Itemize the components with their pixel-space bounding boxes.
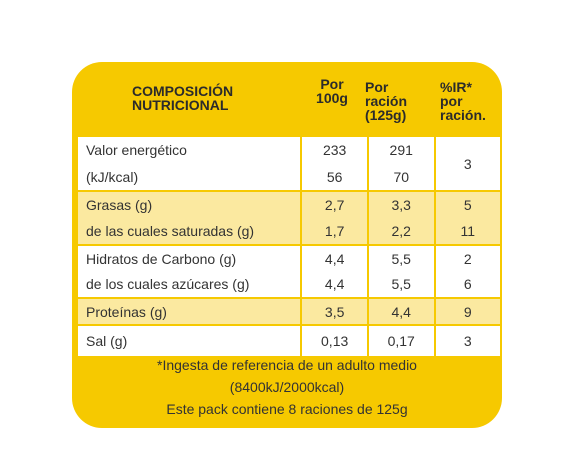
cell-box: Sal (g) — [78, 326, 300, 356]
cell-box: Proteínas (g) — [78, 299, 300, 324]
cell-line: 4,4 — [391, 303, 411, 320]
value-cell: 0,13 — [300, 324, 369, 358]
header-line: (125g) — [365, 107, 407, 123]
cell-line: 4,4 — [324, 276, 345, 293]
cell-line: 0,17 — [387, 333, 415, 349]
value-cell: 2,7 1,7 — [300, 190, 369, 246]
value-cell: 3 — [433, 324, 503, 358]
value-cell: 3 — [433, 135, 503, 192]
cell-box: 3,5 — [302, 299, 367, 324]
value-cell: 291 70 — [366, 135, 436, 192]
cell-box: Hidratos de Carbono (g) de los cuales azú… — [78, 246, 300, 297]
value-cell: 4,4 4,4 — [300, 244, 369, 299]
cell-line: Sal (g) — [86, 333, 128, 349]
cell-line: Proteínas (g) — [86, 303, 167, 320]
cell-line: 3 — [463, 333, 472, 349]
cell-line: 6 — [463, 276, 472, 293]
cell-line: 0,13 — [321, 333, 349, 349]
cell-box: 2,7 1,7 — [302, 192, 367, 244]
header-line: COMPOSICIÓN — [132, 83, 234, 99]
header-line: Por — [365, 79, 389, 95]
header-line: 100g — [316, 90, 348, 106]
cell-line: 233 — [322, 142, 347, 159]
cell-line: 4,4 — [324, 250, 345, 267]
cell-line: 1,7 — [324, 223, 345, 239]
cell-box: 3,3 2,2 — [369, 192, 434, 244]
cell-line: de las cuales saturadas (g) — [86, 223, 255, 239]
value-cell: 9 — [433, 297, 503, 326]
row-label: Sal (g) — [75, 324, 303, 358]
header-line: por — [440, 93, 463, 109]
cell-line: 5,5 — [391, 276, 411, 293]
cell-line: 2,7 — [324, 197, 345, 213]
cell-line: 2 — [463, 250, 472, 267]
cell-line: 11 — [460, 223, 476, 239]
value-cell: 3,5 — [300, 297, 369, 326]
table-row: Proteínas (g) 3,5 4,4 9 — [75, 297, 503, 326]
cell-line: Grasas (g) — [86, 197, 153, 213]
nutrition-card: COMPOSICIÓN NUTRICIONAL Por 100g Por ración (1… — [72, 62, 503, 428]
header-line: %IR* — [440, 79, 472, 95]
cell-box: 5 11 — [436, 192, 500, 244]
value-cell: 4,4 — [366, 297, 436, 326]
cell-line: 3,5 — [324, 303, 345, 320]
row-label: Grasas (g) de las cuales saturadas (g) — [75, 190, 303, 246]
cell-box: 9 — [436, 299, 500, 324]
cell-line: de los cuales azúcares (g) — [86, 276, 250, 293]
table-row: Valor energético (kJ/kcal) 233 56 291 70 3 — [75, 135, 503, 192]
header-line: ración. — [440, 107, 486, 123]
header-line: Por — [320, 76, 344, 92]
value-cell: 3,3 2,2 — [366, 190, 436, 246]
header-cell: COMPOSICIÓN NUTRICIONAL — [132, 84, 233, 112]
cell-line: 5 — [463, 197, 472, 213]
row-label: Hidratos de Carbono (g) de los cuales azú… — [75, 244, 303, 299]
cell-box: 5,5 5,5 — [369, 246, 434, 297]
cell-line: Valor energético — [86, 142, 187, 159]
footer-line: (8400kJ/2000kcal) — [229, 379, 345, 395]
cell-line: 3 — [463, 155, 472, 172]
cell-line: Hidratos de Carbono (g) — [86, 250, 237, 267]
row-label: Valor energético (kJ/kcal) — [75, 135, 303, 192]
cell-line: 5,5 — [391, 250, 411, 267]
cell-line: 70 — [393, 168, 410, 185]
cell-line: 56 — [326, 168, 343, 185]
table-row: Hidratos de Carbono (g) de los cuales azú… — [75, 244, 503, 299]
nutrition-table: Valor energético (kJ/kcal) 233 56 291 70 3 Gras… — [75, 135, 503, 358]
header-cell: Por ración (125g) — [365, 80, 407, 122]
cell-box: 3 — [436, 137, 500, 190]
value-cell: 233 56 — [300, 135, 369, 192]
footer-line: *Ingesta de referencia de un adulto medi… — [157, 357, 417, 373]
cell-box: Valor energético (kJ/kcal) — [78, 137, 300, 190]
cell-box: 4,4 4,4 — [302, 246, 367, 297]
value-cell: 5,5 5,5 — [366, 244, 436, 299]
cell-box: Grasas (g) de las cuales saturadas (g) — [78, 192, 300, 244]
table-row: Sal (g) 0,13 0,17 3 — [75, 324, 503, 358]
cell-line: (kJ/kcal) — [86, 168, 139, 185]
header-cell: %IR* por ración. — [440, 80, 486, 122]
cell-box: 4,4 — [369, 299, 434, 324]
cell-line: 9 — [463, 303, 472, 320]
cell-line: 3,3 — [391, 197, 411, 213]
value-cell: 0,17 — [366, 324, 436, 358]
row-label: Proteínas (g) — [75, 297, 303, 326]
footer: *Ingesta de referencia de un adulto medi… — [72, 354, 502, 420]
table-row: Grasas (g) de las cuales saturadas (g) 2,7… — [75, 190, 503, 246]
cell-box: 291 70 — [369, 137, 434, 190]
value-cell: 5 11 — [433, 190, 503, 246]
header-cell: Por 100g — [302, 77, 362, 105]
cell-box: 233 56 — [302, 137, 367, 190]
cell-line: 291 — [389, 142, 413, 159]
cell-box: 0,13 — [302, 326, 367, 356]
cell-box: 3 — [436, 326, 500, 356]
header-line: ración — [365, 93, 408, 109]
cell-box: 0,17 — [369, 326, 434, 356]
header-line: NUTRICIONAL — [132, 97, 229, 113]
footer-line: Este pack contiene 8 raciones de 125g — [166, 401, 408, 417]
cell-line: 2,2 — [391, 223, 411, 239]
